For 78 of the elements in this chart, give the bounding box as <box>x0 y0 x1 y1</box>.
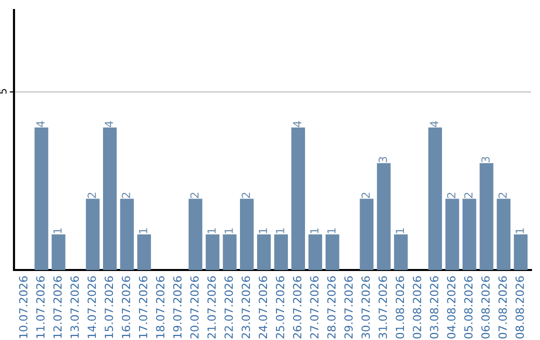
data-label: 1 <box>208 228 216 234</box>
bar <box>514 234 528 270</box>
x-tick-label: 31.07.2026 <box>378 276 387 338</box>
data-label: 1 <box>310 228 318 234</box>
data-label: 4 <box>104 121 113 127</box>
data-label: 1 <box>258 228 268 234</box>
data-label: 2 <box>447 192 456 198</box>
x-tick-label: 26.07.2026 <box>293 276 302 338</box>
x-tick-label: 20.07.2026 <box>190 276 199 338</box>
bar <box>274 234 288 270</box>
x-tick-label: 01.08.2026 <box>396 276 404 338</box>
x-tick-label: 08.08.2026 <box>516 276 524 338</box>
x-tick-label: 22.07.2026 <box>224 276 233 338</box>
bar <box>291 128 306 270</box>
x-tick-label: 18.07.2026 <box>156 276 164 338</box>
bar <box>120 198 134 270</box>
x-tick-label: 29.07.2026 <box>344 276 353 338</box>
data-label: 2 <box>88 192 96 198</box>
x-tick-label: 25.07.2026 <box>276 276 284 338</box>
bar <box>462 198 476 270</box>
data-label: 2 <box>361 192 370 198</box>
bar <box>496 198 510 270</box>
data-label: 1 <box>516 228 524 234</box>
bar <box>360 198 374 270</box>
bar <box>240 198 254 270</box>
data-label: 1 <box>327 228 336 234</box>
bar <box>394 234 408 270</box>
x-tick-label: 04.08.2026 <box>447 276 456 338</box>
data-label: 2 <box>498 192 507 198</box>
data-label: 1 <box>53 228 62 234</box>
x-tick-label: 10.07.2026 <box>19 276 28 338</box>
bar <box>137 234 151 270</box>
x-tick-label: 07.08.2026 <box>498 276 507 338</box>
data-label: 4 <box>430 121 438 127</box>
x-tick-label: 16.07.2026 <box>122 276 130 338</box>
x-tick-label: 12.07.2026 <box>53 276 62 338</box>
data-label: 1 <box>276 228 284 234</box>
data-label: 2 <box>190 192 199 198</box>
bar <box>188 198 202 270</box>
x-tick-label: 28.07.2026 <box>327 276 336 338</box>
data-label: 2 <box>464 192 472 198</box>
x-tick-label: 27.07.2026 <box>310 276 319 338</box>
bar <box>206 234 220 270</box>
x-tick-label: 11.07.2026 <box>36 276 45 338</box>
data-label: 1 <box>139 228 148 234</box>
data-label: 2 <box>242 192 250 198</box>
bar <box>326 234 340 270</box>
bar <box>428 128 442 270</box>
x-tick-label: 06.08.2026 <box>481 276 490 338</box>
x-tick-label: 02.08.2026 <box>412 276 422 338</box>
data-label: 3 <box>481 156 490 162</box>
x-tick-label: 14.07.2026 <box>88 276 96 338</box>
data-label: 4 <box>36 121 44 127</box>
bar <box>103 128 117 270</box>
bar <box>480 163 494 270</box>
data-label: 3 <box>378 156 387 162</box>
bar <box>52 234 66 270</box>
bar <box>34 128 48 270</box>
bar <box>222 234 237 270</box>
x-tick-label: 24.07.2026 <box>258 276 268 338</box>
bar <box>86 198 100 270</box>
x-tick-label: 03.08.2026 <box>430 276 438 338</box>
x-tick-label: 13.07.2026 <box>70 276 79 338</box>
bar <box>257 234 271 270</box>
data-label: 1 <box>224 228 233 234</box>
data-label: 2 <box>122 192 130 198</box>
x-tick-label: 19.07.2026 <box>173 276 182 338</box>
x-tick-label: 17.07.2026 <box>138 276 148 338</box>
x-tick-label: 30.07.2026 <box>361 276 370 338</box>
x-tick-label: 15.07.2026 <box>104 276 114 338</box>
x-tick-label: 05.08.2026 <box>464 276 473 338</box>
x-tick-label: 21.07.2026 <box>207 276 216 338</box>
data-label: 4 <box>293 121 302 127</box>
bar <box>376 163 391 270</box>
data-label: 1 <box>396 228 404 234</box>
bar <box>308 234 322 270</box>
x-tick-label: 23.07.2026 <box>242 276 250 338</box>
bar <box>445 198 460 270</box>
